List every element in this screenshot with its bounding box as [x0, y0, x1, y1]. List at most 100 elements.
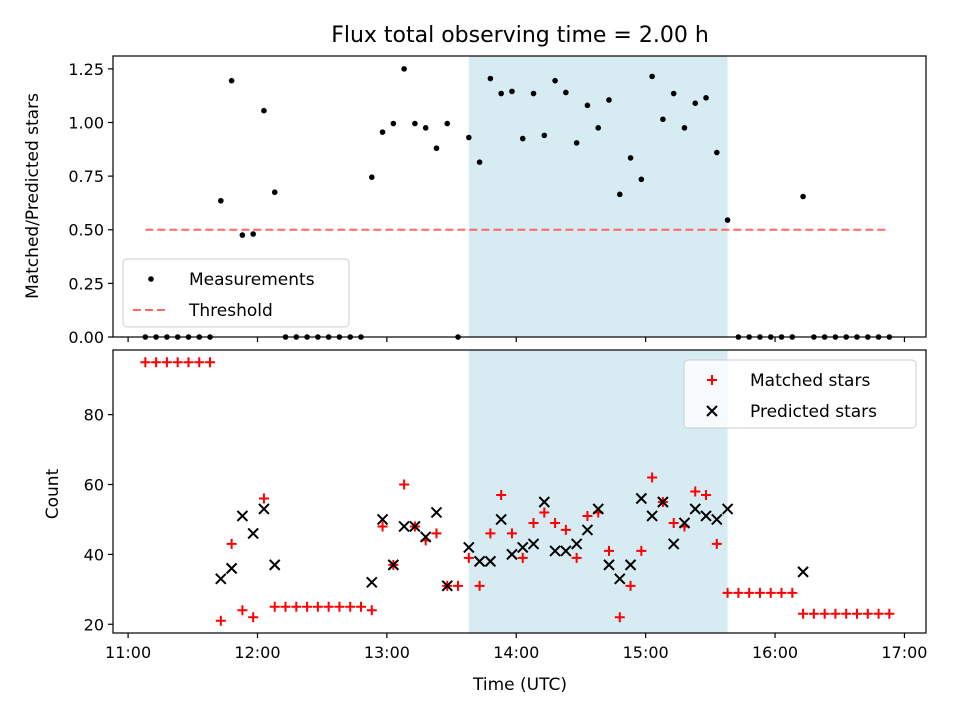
matched-star-point — [841, 608, 852, 619]
matched-star-point — [884, 608, 895, 619]
matched-star-point — [776, 587, 787, 598]
predicted-star-point — [517, 541, 529, 554]
measurement-point — [584, 102, 591, 109]
measurement-point — [724, 217, 731, 223]
legend-label: Measurements — [189, 270, 315, 290]
predicted-star-point — [376, 513, 389, 526]
predicted-star-point — [215, 573, 227, 585]
matched-star-point — [722, 587, 733, 598]
measurement-point — [800, 193, 806, 200]
matched-star-point — [668, 517, 679, 528]
matched-star-point — [701, 489, 712, 500]
top-ylabel: Matched/Predicted stars — [23, 93, 43, 299]
matched-star-point — [754, 587, 765, 598]
matched-star-point — [355, 601, 366, 612]
matched-star-point — [550, 517, 561, 528]
matched-star-point — [258, 493, 269, 504]
y-tick-label: 0.75 — [68, 167, 104, 186]
predicted-star-point — [473, 555, 486, 568]
legend-label: Threshold — [188, 301, 273, 321]
predicted-star-point — [495, 513, 507, 526]
predicted-star-point — [419, 531, 432, 543]
predicted-star-point — [409, 520, 421, 533]
matched-star-point — [474, 580, 485, 591]
matched-star-point — [453, 580, 464, 591]
measurement-point — [422, 125, 429, 131]
matched-star-point — [496, 489, 507, 500]
measurement-point — [660, 116, 666, 123]
measurement-point — [541, 132, 548, 139]
predicted-star-point — [689, 503, 701, 515]
bottom-xlabel: Time (UTC) — [472, 675, 567, 695]
measurement-point — [595, 125, 602, 131]
matched-star-point — [205, 357, 216, 368]
y-tick-label: 20 — [84, 615, 104, 634]
predicted-star-point — [484, 555, 497, 568]
predicted-star-point — [441, 580, 453, 592]
x-tick-label: 14:00 — [493, 643, 539, 662]
predicted-star-point — [646, 510, 658, 522]
legend-box — [683, 359, 917, 429]
predicted-star-point — [624, 559, 637, 571]
matched-star-point — [161, 357, 172, 368]
matched-star-point — [485, 528, 496, 539]
measurement-point — [509, 88, 515, 95]
matched-star-point — [798, 608, 809, 619]
axes-frame — [112, 349, 927, 634]
predicted-star-point — [603, 559, 615, 571]
matched-star-point — [862, 608, 873, 619]
measurement-point — [487, 75, 494, 82]
x-tick-label: 16:00 — [752, 643, 798, 662]
matched-star-point — [582, 510, 593, 521]
legend-label: Predicted stars — [750, 402, 877, 422]
measurement-point — [218, 197, 224, 204]
measurement-point — [519, 135, 526, 142]
measurement-point — [368, 174, 375, 180]
matched-star-point — [690, 486, 701, 497]
y-tick-label: 40 — [84, 545, 104, 564]
matched-star-point — [560, 524, 571, 535]
chart-title: Flux total observing time = 2.00 h — [331, 23, 709, 48]
measurement-point — [649, 73, 655, 80]
matched-star-point — [312, 601, 323, 612]
matched-star-point — [248, 612, 259, 623]
y-tick-label: 0.25 — [68, 274, 104, 293]
predicted-star-point — [614, 573, 626, 585]
measurement-point — [444, 120, 451, 127]
observing-interval-shade — [468, 56, 728, 337]
measurement-point — [714, 149, 720, 156]
matched-star-point — [302, 601, 313, 612]
measurement-point — [681, 125, 688, 131]
predicted-star-point — [366, 576, 378, 589]
matched-star-point — [528, 517, 539, 528]
x-tick-label: 17:00 — [881, 643, 927, 662]
measurement-point — [250, 231, 256, 237]
matched-star-point — [808, 608, 819, 619]
x-tick-label: 11:00 — [105, 643, 151, 662]
matched-star-point — [377, 521, 388, 532]
measurement-point — [692, 100, 699, 106]
matched-star-point — [625, 580, 636, 591]
matched-star-point — [506, 528, 517, 539]
measurement-point — [498, 90, 504, 97]
measurement-point — [271, 189, 278, 196]
predicted-star-point — [506, 548, 518, 561]
predicted-star-point — [797, 566, 809, 578]
predicted-star-point — [678, 517, 691, 529]
predicted-star-point — [387, 559, 400, 571]
bottom-ylabel: Count — [43, 468, 63, 519]
measurement-point — [433, 145, 440, 152]
matched-star-point — [851, 608, 862, 619]
matched-star-point — [765, 587, 776, 598]
matched-star-point — [280, 601, 291, 612]
legend-key-dot — [148, 276, 154, 282]
predicted-star-point — [247, 527, 259, 540]
measurement-point — [379, 129, 386, 135]
matched-star-point — [215, 615, 226, 626]
measurement-point — [228, 77, 235, 84]
matched-star-point — [733, 587, 744, 598]
measurement-point — [606, 97, 612, 103]
predicted-star-point — [398, 520, 410, 533]
measurement-point — [530, 90, 537, 97]
matched-star-point — [744, 587, 755, 598]
